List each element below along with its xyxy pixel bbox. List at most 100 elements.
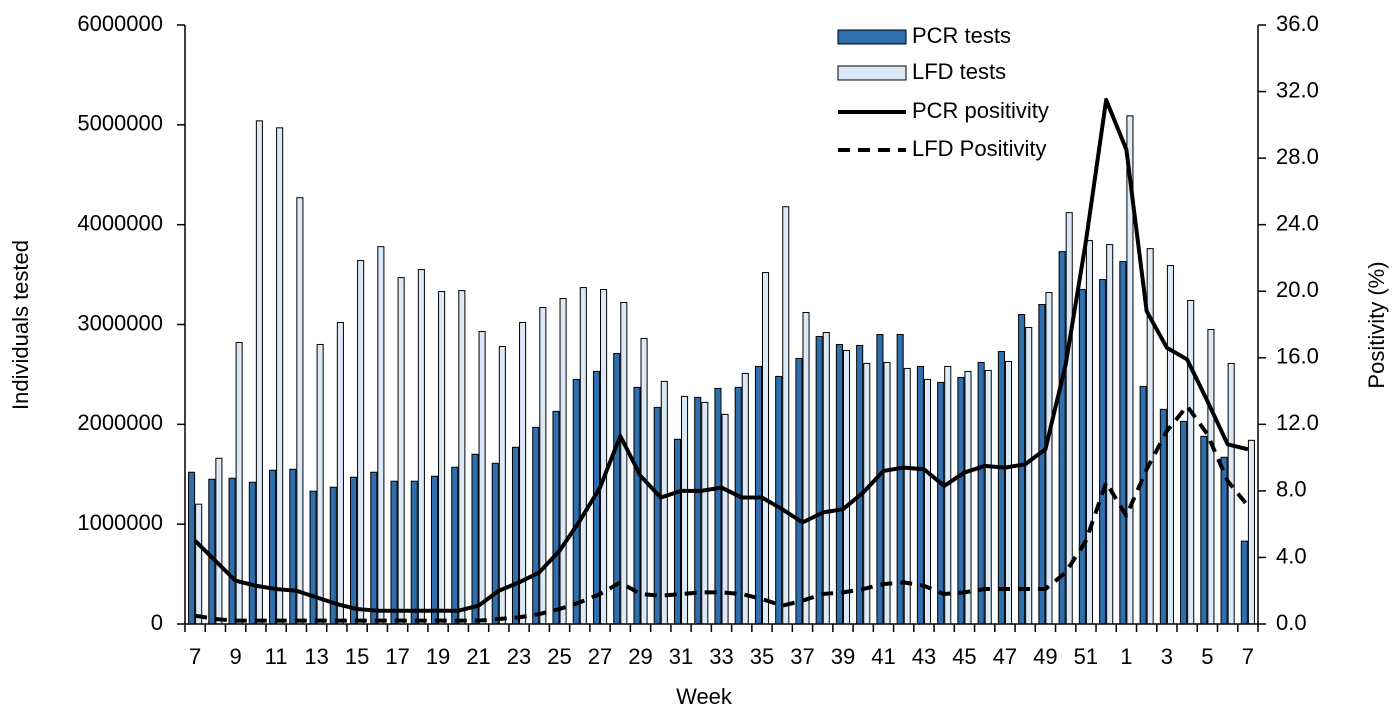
- bar: [410, 480, 418, 625]
- bar: [1085, 240, 1093, 625]
- x-tick-label: 47: [993, 644, 1017, 669]
- bar: [754, 365, 762, 625]
- y2-tick-label: 28.0: [1276, 144, 1319, 169]
- bar: [572, 378, 580, 625]
- bar: [1045, 292, 1053, 625]
- y2-tick-label: 36.0: [1276, 11, 1319, 36]
- bar: [451, 466, 459, 625]
- x-tick-label: 33: [709, 644, 733, 669]
- y2-tick-label: 0.0: [1276, 610, 1307, 635]
- x-tick-label: 45: [952, 644, 976, 669]
- bar: [228, 477, 236, 625]
- y2-tick-label: 24.0: [1276, 210, 1319, 235]
- bar: [1078, 289, 1086, 625]
- bar: [357, 260, 365, 625]
- bar: [539, 307, 547, 625]
- bar: [903, 367, 911, 625]
- bar: [944, 365, 952, 625]
- bar: [1240, 540, 1248, 625]
- bar: [842, 349, 851, 625]
- bar: [397, 277, 405, 625]
- bar: [370, 471, 378, 625]
- x-tick-label: 41: [871, 644, 895, 669]
- bar: [390, 480, 398, 625]
- bar: [417, 269, 425, 625]
- line-series: [193, 97, 1249, 613]
- bar: [856, 344, 864, 625]
- x-tick-label: 31: [669, 644, 693, 669]
- x-tick-label: 29: [628, 644, 652, 669]
- bar: [681, 395, 689, 625]
- bar: [289, 468, 297, 625]
- y2-tick-label: 16.0: [1276, 344, 1319, 369]
- bar: [579, 287, 587, 625]
- x-tick-label: 1: [1120, 644, 1132, 669]
- bar: [1200, 435, 1208, 625]
- bar: [1139, 385, 1147, 625]
- legend-label: LFD Positivity: [912, 136, 1046, 161]
- x-tick-label: 3: [1161, 644, 1173, 669]
- bar: [1227, 362, 1235, 625]
- bar: [964, 370, 972, 625]
- bar: [1018, 314, 1026, 625]
- x-tick-label: 5: [1201, 644, 1213, 669]
- bar: [1025, 326, 1033, 625]
- x-axis-title: Week: [676, 684, 733, 709]
- legend-swatch: [837, 65, 907, 81]
- bar: [195, 503, 203, 625]
- bar: [498, 345, 506, 625]
- x-tick-label: 27: [588, 644, 612, 669]
- y-tick-label: 2000000: [77, 410, 163, 435]
- y-tick-label: 4000000: [77, 210, 163, 235]
- bar: [1038, 304, 1046, 625]
- bar: [559, 298, 567, 625]
- bar: [350, 476, 358, 625]
- bar: [660, 380, 668, 625]
- y2-tick-label: 20.0: [1276, 277, 1319, 302]
- bar: [511, 446, 520, 625]
- bar: [1004, 360, 1013, 625]
- y2-tick-label: 12.0: [1276, 410, 1319, 435]
- x-tick-label: 39: [831, 644, 855, 669]
- x-tick-label: 49: [1033, 644, 1057, 669]
- bar: [1146, 248, 1154, 625]
- bar: [1099, 279, 1107, 625]
- bar: [491, 462, 499, 625]
- bar: [458, 290, 466, 625]
- bar: [1106, 244, 1114, 625]
- x-tick-label: 11: [265, 644, 288, 669]
- bar: [734, 386, 742, 625]
- x-tick-label: 37: [790, 644, 814, 669]
- bar: [552, 410, 560, 625]
- legend-label: PCR tests: [912, 23, 1011, 48]
- bar: [316, 343, 324, 625]
- bar: [761, 272, 770, 625]
- y-tick-label: 3000000: [77, 310, 163, 335]
- bar: [188, 471, 196, 625]
- x-tick-label: 25: [547, 644, 571, 669]
- bar: [1058, 251, 1066, 625]
- y-tick-label: 5000000: [77, 111, 163, 136]
- y2-tick-label: 32.0: [1276, 77, 1319, 102]
- legend-label: PCR positivity: [912, 98, 1049, 123]
- x-tick-label: 19: [426, 644, 450, 669]
- x-tick-label: 43: [912, 644, 936, 669]
- bar: [438, 291, 446, 625]
- y-tick-label: 1000000: [77, 510, 163, 535]
- bar: [1180, 420, 1188, 625]
- bar: [532, 426, 540, 625]
- x-tick-label: 15: [345, 644, 369, 669]
- legend-swatch: [837, 29, 907, 45]
- x-tick-label: 17: [385, 644, 409, 669]
- x-tick-label: 13: [304, 644, 328, 669]
- x-tick-label: 7: [1242, 644, 1254, 669]
- bar: [620, 302, 628, 625]
- bar: [248, 481, 256, 625]
- bar: [215, 457, 223, 625]
- bar: [775, 375, 783, 625]
- bar: [1119, 261, 1127, 625]
- bar: [208, 478, 216, 625]
- bar: [430, 475, 439, 625]
- y-tick-label: 6000000: [77, 11, 163, 36]
